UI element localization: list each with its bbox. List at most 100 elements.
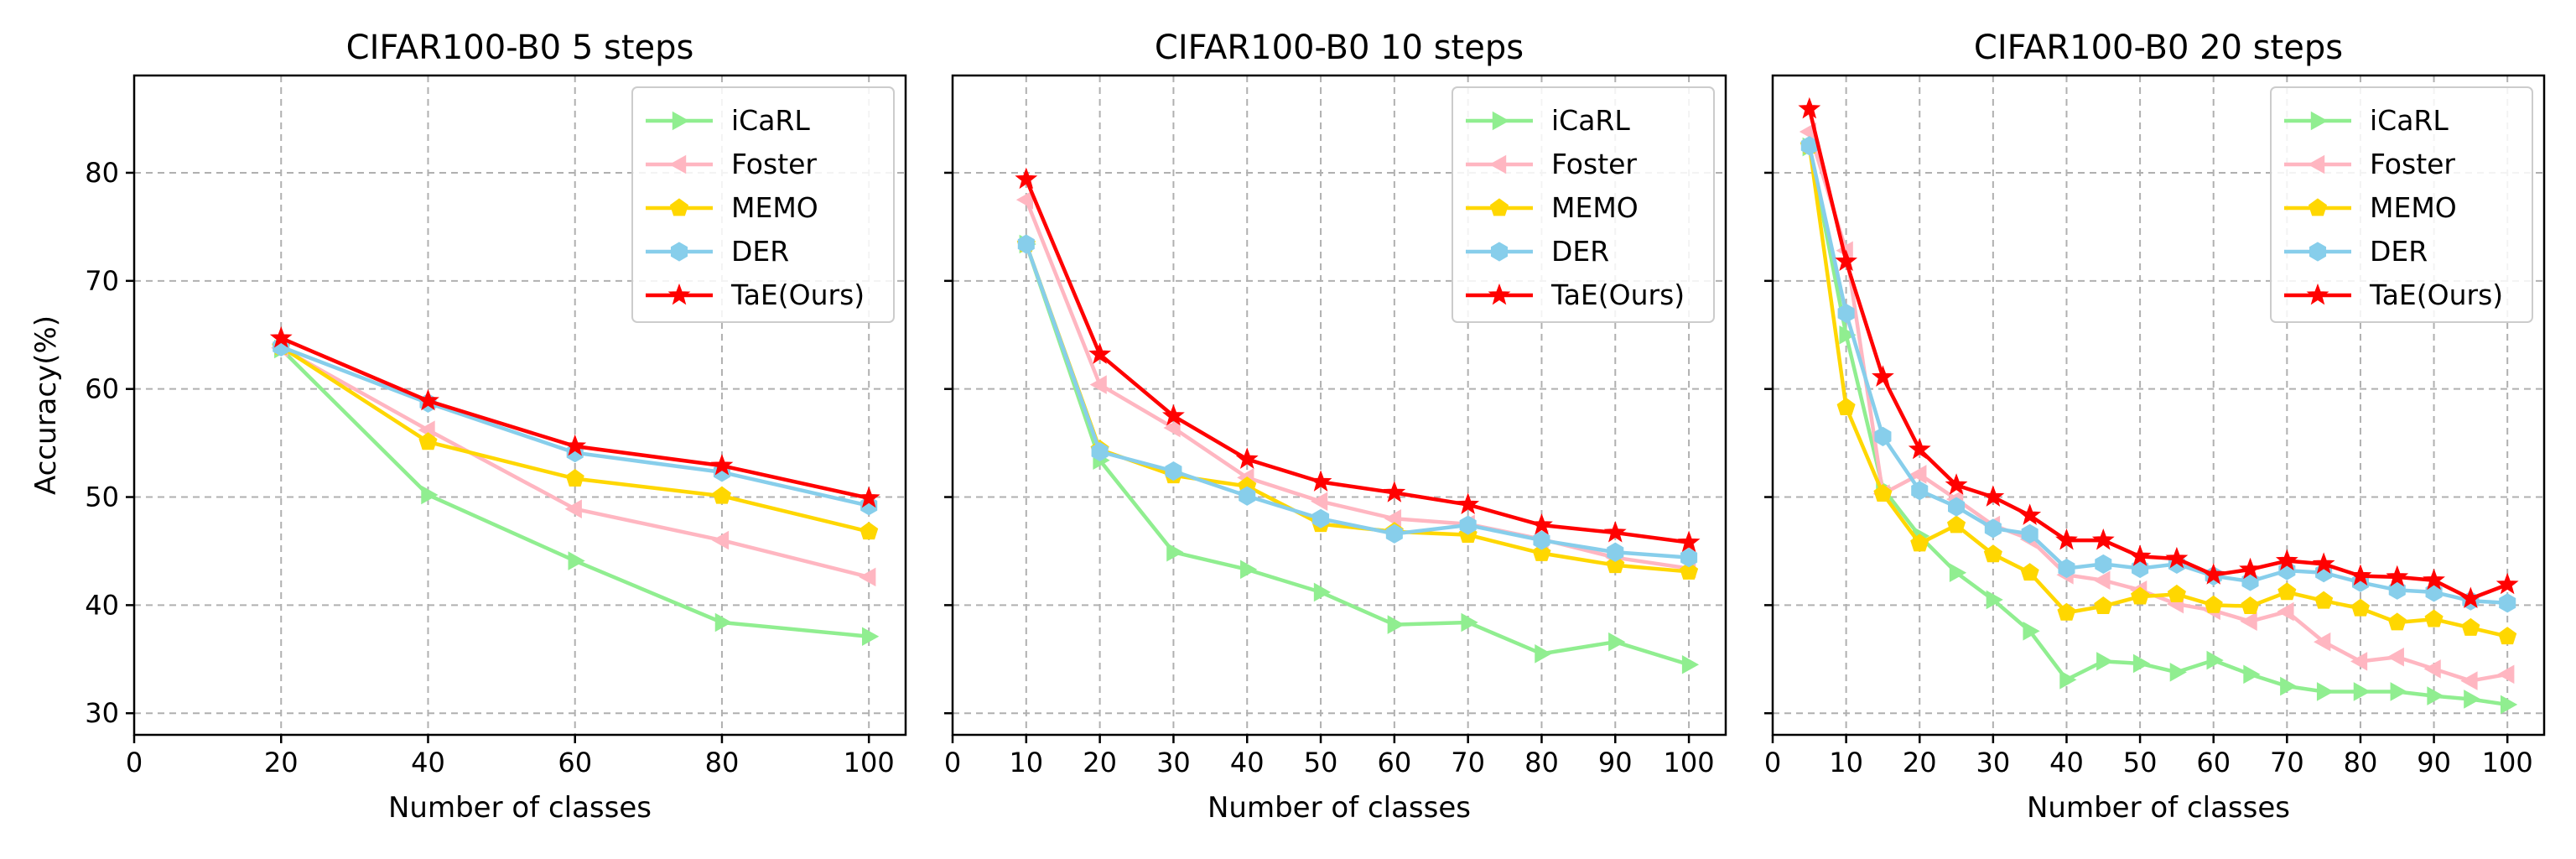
data-point (1949, 563, 1967, 583)
data-point (2059, 669, 2077, 690)
data-point (1385, 523, 1403, 544)
legend-label: DER (2370, 235, 2428, 268)
chart-title: CIFAR100-B0 10 steps (1155, 29, 1524, 67)
x-tick-label: 0 (944, 747, 961, 778)
data-point (1240, 560, 1258, 580)
data-point (2314, 591, 2334, 609)
series-icarl (274, 339, 880, 647)
data-point (2128, 544, 2152, 566)
legend-item: MEMO (1466, 191, 1639, 224)
x-tick-label: 20 (1903, 747, 1937, 778)
data-point (2169, 662, 2187, 682)
data-point (1239, 486, 1256, 506)
data-point (2499, 593, 2516, 613)
data-point (565, 469, 584, 487)
data-point (2020, 563, 2039, 581)
series-line (1024, 243, 1690, 667)
data-point (1235, 447, 1259, 469)
data-point (2275, 549, 2298, 570)
data-point (859, 567, 876, 587)
axes-frame (1771, 74, 2546, 737)
legend-marker (669, 198, 689, 216)
data-point (2353, 682, 2371, 701)
data-point (1986, 590, 2003, 610)
y-tick-label: 30 (85, 697, 119, 729)
data-point (1872, 365, 1894, 387)
data-point (1387, 615, 1405, 634)
data-point (1165, 461, 1182, 482)
data-point (2132, 653, 2151, 674)
data-point (1836, 397, 1856, 415)
data-point (2021, 523, 2038, 544)
data-point (1530, 513, 1553, 535)
data-point (1983, 544, 2002, 563)
data-point (568, 551, 585, 570)
data-point (1091, 441, 1109, 461)
data-point (2280, 676, 2298, 696)
legend-label: DER (1551, 235, 1609, 268)
data-point (2018, 503, 2042, 525)
data-point (1911, 481, 1929, 501)
data-point (2240, 612, 2257, 632)
y-tick-label: 60 (85, 373, 119, 405)
data-point (1835, 249, 1858, 272)
data-point (2423, 659, 2441, 679)
data-point (2461, 617, 2480, 636)
x-tick-label: 90 (2417, 747, 2451, 778)
data-point (714, 612, 732, 633)
data-point (1945, 473, 1968, 495)
series-line (1024, 178, 1690, 544)
data-point (2386, 565, 2409, 587)
legend-marker (2306, 283, 2329, 305)
data-point (1606, 555, 1625, 574)
data-point (2427, 686, 2444, 705)
legend-marker (1490, 242, 1509, 262)
data-point (1311, 492, 1328, 511)
data-point (1948, 497, 1966, 517)
axes-frame (132, 74, 907, 737)
data-point (711, 530, 730, 550)
x-tick-label: 100 (2482, 747, 2533, 778)
data-point (1309, 470, 1332, 492)
legend-marker (670, 242, 688, 262)
legend-item: TaE(Ours) (646, 279, 865, 311)
data-point (2497, 664, 2515, 685)
legend-label: iCaRL (2370, 104, 2449, 137)
data-point (2464, 690, 2481, 709)
legend-label: Foster (1551, 148, 1637, 180)
legend-marker (672, 111, 690, 131)
legend: iCaRL Foster MEMO DER TaE(Ours) (1452, 86, 1715, 323)
x-tick-label: 70 (1451, 747, 1485, 778)
legend-item: TaE(Ours) (2284, 279, 2503, 311)
data-point (2057, 602, 2076, 621)
data-point (857, 486, 880, 508)
chart-panel-1: 0 20 40 60 80 100 30 40 50 60 70 80 CIFAR100-B0 5 st… (29, 29, 907, 825)
data-point (1459, 515, 1477, 535)
data-point (1798, 96, 1821, 119)
legend-item: TaE(Ours) (1466, 279, 1685, 311)
legend: iCaRL Foster MEMO DER TaE(Ours) (631, 86, 895, 323)
legend-marker (1488, 154, 1507, 174)
x-tick-label: 100 (844, 747, 895, 778)
x-tick-label: 30 (1976, 747, 2010, 778)
data-point (1874, 426, 1892, 446)
data-point (1839, 325, 1857, 345)
data-point (1163, 418, 1181, 438)
legend-marker (2307, 154, 2325, 174)
data-point (2423, 568, 2445, 591)
x-tick-label: 60 (558, 747, 592, 778)
data-point (2277, 582, 2297, 601)
legend-label: Foster (2370, 148, 2455, 180)
data-point (1981, 485, 2005, 507)
data-point (1166, 542, 1184, 562)
data-point (2500, 695, 2518, 715)
x-tick-label: 90 (1598, 747, 1633, 778)
data-point (2091, 528, 2115, 550)
data-point (2023, 621, 2040, 641)
legend-label: Foster (731, 148, 817, 180)
series-der (1800, 136, 2516, 613)
data-point (1532, 543, 1551, 561)
x-axis-label: Number of classes (1208, 791, 1471, 825)
data-point (2241, 596, 2260, 615)
